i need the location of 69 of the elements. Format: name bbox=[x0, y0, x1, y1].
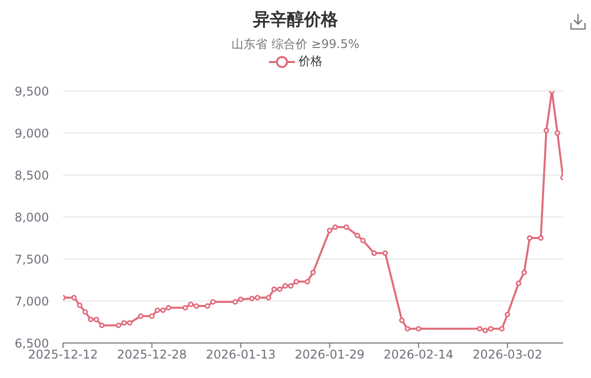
point bbox=[232, 299, 238, 305]
point bbox=[288, 283, 294, 289]
point bbox=[521, 270, 527, 276]
point bbox=[526, 235, 532, 241]
point bbox=[82, 309, 88, 315]
point bbox=[249, 296, 255, 302]
y-tick-label: 7,000 bbox=[14, 294, 49, 308]
point bbox=[516, 280, 522, 286]
point bbox=[360, 238, 366, 244]
y-tick-label: 8,000 bbox=[14, 210, 49, 224]
y-tick-label: 7,500 bbox=[14, 252, 49, 266]
point bbox=[310, 270, 316, 276]
point bbox=[182, 304, 188, 310]
point bbox=[354, 232, 360, 238]
point bbox=[194, 303, 200, 309]
point bbox=[326, 228, 332, 234]
x-tick-label: 2026-03-02 bbox=[472, 348, 542, 362]
y-tick-label: 9,000 bbox=[14, 126, 49, 140]
point bbox=[499, 326, 505, 332]
point bbox=[488, 326, 494, 332]
point bbox=[71, 294, 77, 300]
point bbox=[304, 278, 310, 284]
x-tick-label: 2026-02-14 bbox=[384, 348, 454, 362]
point bbox=[94, 316, 100, 322]
point bbox=[482, 328, 488, 334]
point bbox=[404, 326, 410, 332]
point bbox=[294, 278, 300, 284]
point bbox=[160, 307, 166, 313]
legend-label: 价格 bbox=[298, 53, 322, 70]
point bbox=[116, 322, 122, 328]
point bbox=[476, 326, 482, 332]
point bbox=[166, 304, 172, 310]
y-tick-label: 6,500 bbox=[14, 336, 49, 350]
point bbox=[138, 313, 144, 319]
point bbox=[344, 224, 350, 230]
x-tick-label: 2026-01-29 bbox=[294, 348, 365, 362]
point bbox=[271, 286, 277, 292]
point bbox=[266, 294, 272, 300]
chart-subtitle: 山东省 综合价 ≥99.5% bbox=[230, 36, 360, 53]
x-tick-label: 2025-12-28 bbox=[117, 348, 187, 362]
point bbox=[416, 326, 422, 332]
point bbox=[332, 224, 338, 230]
point bbox=[149, 313, 155, 319]
point bbox=[282, 283, 288, 289]
x-tick-label: 2026-01-13 bbox=[206, 348, 276, 362]
point bbox=[238, 296, 244, 302]
point bbox=[204, 303, 210, 309]
point bbox=[554, 130, 560, 136]
point bbox=[382, 250, 388, 256]
point bbox=[88, 316, 94, 322]
point bbox=[210, 299, 216, 305]
point bbox=[371, 250, 377, 256]
point bbox=[76, 302, 82, 308]
point bbox=[254, 294, 260, 300]
point bbox=[538, 235, 544, 241]
point bbox=[276, 286, 282, 292]
point bbox=[399, 318, 405, 324]
point bbox=[154, 307, 160, 313]
point bbox=[188, 302, 194, 308]
y-tick-label: 9,500 bbox=[14, 84, 49, 98]
point bbox=[126, 320, 132, 326]
chart-title: 异辛醇价格 bbox=[252, 9, 339, 31]
point bbox=[544, 128, 550, 134]
y-tick-label: 8,500 bbox=[14, 168, 49, 182]
point bbox=[504, 312, 510, 318]
line-series bbox=[63, 91, 563, 334]
point bbox=[121, 320, 127, 326]
x-tick-label: 2025-12-12 bbox=[28, 348, 98, 362]
point bbox=[99, 322, 105, 328]
